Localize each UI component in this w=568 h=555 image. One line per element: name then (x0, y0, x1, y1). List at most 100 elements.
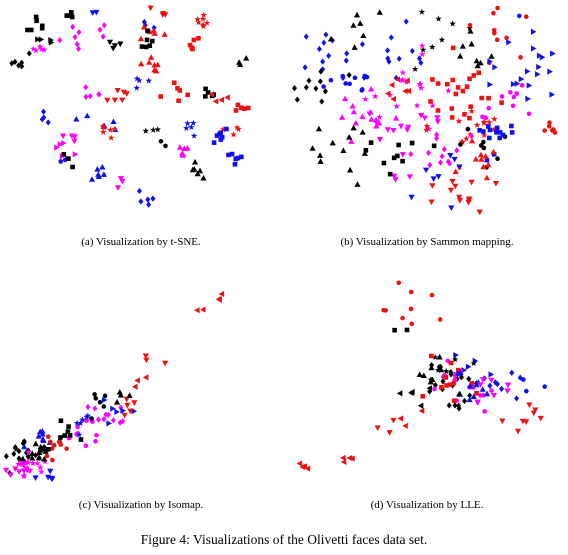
data-point-star (36, 43, 44, 50)
data-point-diamond (448, 371, 454, 378)
data-point-triangle-down (12, 466, 19, 473)
data-point-triangle-down (404, 127, 411, 133)
data-point-triangle-up (73, 115, 80, 122)
data-point-triangle-left (402, 422, 408, 429)
data-point-square (25, 27, 30, 33)
data-point-triangle-down (435, 174, 442, 180)
lle-scatter-plot (296, 280, 547, 472)
data-point-triangle-up (100, 171, 107, 177)
data-point-triangle-down (519, 418, 526, 425)
data-point-triangle-right (547, 68, 553, 75)
data-point-star (470, 359, 478, 367)
data-point-triangle-down (366, 111, 373, 118)
data-point-triangle-up (340, 147, 347, 153)
data-point-triangle-down (514, 428, 522, 435)
data-point-diamond (316, 45, 322, 53)
data-point-triangle-up (99, 163, 106, 170)
data-point-triangle-left (212, 98, 219, 105)
data-point-star (199, 21, 207, 28)
data-point-triangle-down (372, 119, 380, 126)
data-point-star (455, 117, 463, 125)
data-point-square (484, 157, 490, 163)
data-point-triangle-up (317, 158, 324, 164)
data-point-star (25, 448, 32, 456)
data-point-triangle-up (194, 170, 201, 177)
data-point-triangle-up (35, 454, 43, 461)
data-point-triangle-down (120, 89, 127, 96)
data-point-circle (508, 89, 513, 95)
data-point-triangle-down (117, 41, 124, 48)
data-point-circle (362, 73, 367, 79)
data-point-star (431, 353, 439, 360)
data-point-triangle-up (485, 161, 492, 168)
data-point-star (200, 11, 208, 18)
data-point-diamond (95, 416, 101, 423)
data-point-square (479, 95, 484, 101)
data-point-star (419, 46, 427, 53)
data-point-square (509, 123, 514, 129)
data-point-star (15, 460, 22, 467)
data-point-square (190, 46, 195, 52)
data-point-triangle-down (384, 127, 391, 133)
data-point-square (214, 133, 220, 138)
data-point-star (463, 135, 470, 142)
data-point-triangle-left (132, 383, 138, 390)
data-point-diamond (83, 93, 89, 100)
data-point-triangle-down (418, 112, 425, 119)
data-point-diamond (323, 31, 329, 38)
data-point-circle (51, 442, 57, 448)
data-point-triangle-down (504, 382, 512, 389)
data-point-diamond (467, 392, 473, 399)
data-point-triangle-right (525, 95, 531, 102)
data-point-square (420, 393, 425, 399)
data-point-triangle-down (119, 97, 126, 104)
data-point-diamond (318, 68, 324, 75)
data-point-square (144, 37, 150, 43)
data-point-triangle-down (104, 97, 111, 104)
data-point-diamond (303, 84, 309, 91)
data-point-star (107, 134, 115, 141)
data-point-square (451, 380, 457, 386)
data-point-triangle-down (16, 469, 23, 475)
data-point-square (70, 164, 75, 170)
data-point-diamond (12, 58, 18, 65)
data-point-star (195, 19, 202, 26)
data-point-triangle-up (467, 28, 474, 34)
data-point-triangle-up (151, 30, 158, 36)
data-point-circle (97, 399, 103, 405)
data-point-star (418, 42, 426, 49)
data-point-triangle-up (468, 40, 475, 47)
data-point-square (246, 105, 251, 111)
data-point-square (66, 156, 71, 161)
data-point-diamond (440, 378, 446, 385)
data-point-square (462, 112, 467, 117)
data-point-diamond (145, 196, 151, 203)
data-point-square (450, 77, 456, 83)
data-point-square (467, 76, 472, 82)
data-point-triangle-up (392, 115, 400, 121)
data-point-triangle-down (127, 408, 134, 415)
data-point-star (435, 15, 442, 22)
data-point-circle (514, 91, 520, 96)
data-point-triangle-down (447, 153, 454, 159)
data-point-triangle-up (457, 53, 464, 59)
data-point-circle (510, 103, 516, 109)
data-point-circle (50, 457, 55, 463)
data-point-diamond (101, 416, 107, 423)
data-point-triangle-up (360, 32, 367, 39)
data-point-diamond (487, 382, 493, 389)
data-point-triangle-up (350, 22, 357, 28)
data-point-triangle-left (396, 390, 403, 397)
data-point-circle (432, 386, 437, 392)
data-point-triangle-up (479, 386, 486, 392)
data-point-circle (343, 81, 348, 86)
data-point-triangle-up (490, 148, 497, 155)
data-point-star (150, 126, 157, 133)
data-point-triangle-down (143, 357, 150, 364)
data-point-diamond (302, 64, 308, 71)
data-point-triangle-up (427, 378, 434, 385)
data-point-triangle-down (429, 183, 436, 189)
data-point-star (34, 459, 41, 467)
data-point-triangle-up (316, 152, 324, 158)
data-point-triangle-left (296, 460, 303, 467)
